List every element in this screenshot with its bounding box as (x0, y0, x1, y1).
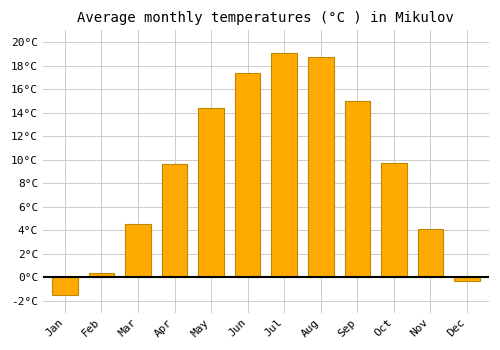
Bar (52, 277, 78, 295)
Bar (344, 101, 370, 277)
Title: Average monthly temperatures (°C ) in Mikulov: Average monthly temperatures (°C ) in Mi… (78, 11, 454, 25)
Bar (272, 53, 297, 277)
Bar (198, 108, 224, 277)
Bar (308, 57, 334, 277)
Bar (418, 229, 443, 277)
Bar (162, 164, 188, 277)
Bar (381, 163, 406, 277)
Bar (235, 73, 260, 277)
Bar (454, 277, 480, 281)
Bar (125, 224, 151, 277)
Bar (88, 273, 114, 277)
